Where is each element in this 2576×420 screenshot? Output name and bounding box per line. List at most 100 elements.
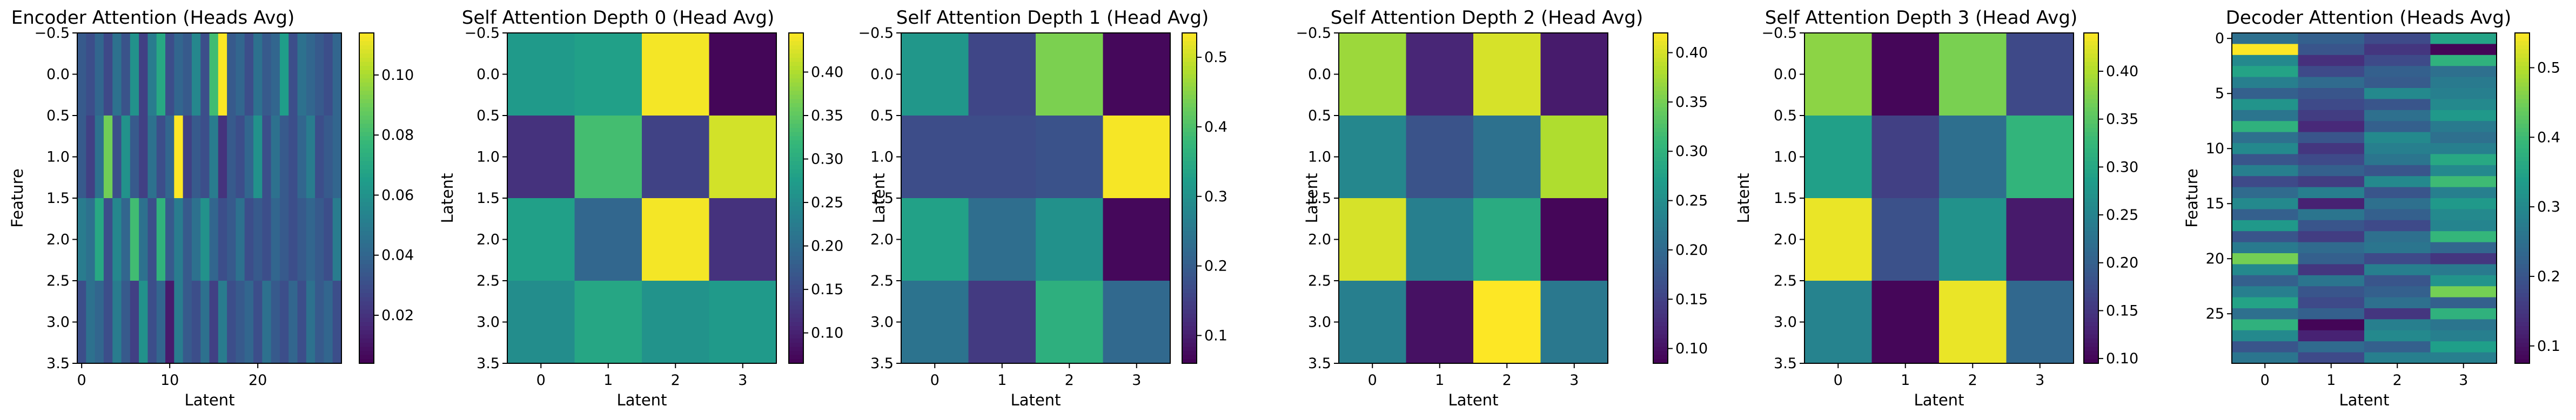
sa0-colorbar-swatch xyxy=(789,214,803,219)
decoder-cell xyxy=(2298,264,2365,276)
encoder-colorbar-swatch xyxy=(359,322,374,327)
decoder-xlabel: Latent xyxy=(2339,391,2390,409)
sa0-colorbar-swatch xyxy=(789,161,803,166)
sa2-colorbar-swatch xyxy=(1653,256,1668,261)
sa3-colorbar-swatch xyxy=(2084,161,2098,166)
decoder-colorbar-swatch xyxy=(2515,330,2530,335)
sa0-cell xyxy=(709,116,777,199)
decoder-cell xyxy=(2298,55,2365,66)
decoder-cell xyxy=(2232,33,2299,44)
sa3-colorbar-swatch xyxy=(2084,268,2098,273)
encoder-colorbar-swatch xyxy=(359,152,374,158)
sa3-colorbar-swatch xyxy=(2084,264,2098,269)
sa0-ylabel: Latent xyxy=(438,173,457,223)
sa1-ytick-label: 1.5 xyxy=(870,190,894,207)
sa3-colorbar-swatch xyxy=(2084,177,2098,182)
sa3-colorbar-swatch xyxy=(2084,66,2098,71)
sa3-ytick-label: 2.5 xyxy=(1774,273,1797,289)
sa3-colorbar-swatch xyxy=(2084,165,2098,170)
encoder-cell xyxy=(174,116,184,199)
sa0-colorbar-swatch xyxy=(789,49,803,54)
sa0-colorbar-swatch xyxy=(789,53,803,58)
decoder-cell xyxy=(2364,231,2431,243)
decoder-colorbar-swatch xyxy=(2515,206,2530,211)
encoder-ytick-label: 3.0 xyxy=(46,314,70,331)
sa0-colorbar-swatch xyxy=(789,78,803,83)
encoder-ticks: 0 10 20 −0.5 0.0 0.5 1.0 1.5 2.0 2.5 3.0 3.5 xyxy=(34,25,267,389)
decoder-cell xyxy=(2364,110,2431,121)
decoder-heatmap xyxy=(2232,33,2497,364)
encoder-cell xyxy=(209,33,219,116)
sa0-colorbar-swatch xyxy=(789,326,803,331)
sa1-colorbar-swatch xyxy=(1182,173,1197,178)
sa2-colorbar-swatch xyxy=(1653,322,1668,327)
decoder-colorbar-swatch xyxy=(2515,326,2530,331)
sa2-cell xyxy=(1540,198,1608,281)
decoder-colorbar-swatch xyxy=(2515,252,2530,256)
sa1-colorbar-swatch xyxy=(1182,309,1197,314)
sa1-colorbar-swatch xyxy=(1182,49,1197,54)
decoder-cell xyxy=(2298,330,2365,342)
decoder-cell xyxy=(2298,66,2365,78)
sa0-colorbar-swatch xyxy=(789,70,803,75)
sa2-colorbar-swatch xyxy=(1653,33,1668,38)
sa1-colorbar-swatch xyxy=(1182,227,1197,232)
sa1-colorbar-swatch xyxy=(1182,111,1197,116)
encoder-ytick-label: 3.5 xyxy=(46,355,70,372)
decoder-cell xyxy=(2430,165,2497,177)
sa1-colorbar-swatch xyxy=(1182,272,1197,277)
sa3-colorbar-swatch xyxy=(2084,272,2098,277)
decoder-cell xyxy=(2232,231,2299,243)
decoder-cell xyxy=(2364,143,2431,154)
sa2-colorbar-swatch xyxy=(1653,281,1668,286)
decoder-colorbar-swatch xyxy=(2515,247,2530,253)
sa2-colorbar-tick-label: 0.30 xyxy=(1675,143,1708,160)
sa2-colorbar-swatch xyxy=(1653,264,1668,269)
decoder-cell xyxy=(2232,198,2299,209)
encoder-cell xyxy=(183,198,192,281)
decoder-colorbar-swatch xyxy=(2515,116,2530,120)
encoder-cell xyxy=(130,281,139,364)
sa2-ytick-label: −0.5 xyxy=(1296,25,1331,42)
encoder-colorbar-swatch xyxy=(359,62,374,66)
sa0-colorbar-swatch xyxy=(789,330,803,335)
sa3-ylabel: Latent xyxy=(1734,173,1753,223)
decoder-cell xyxy=(2298,132,2365,144)
encoder-xtick-label: 20 xyxy=(249,372,267,389)
encoder-cell xyxy=(77,33,86,116)
sa1-cell xyxy=(1036,116,1104,199)
encoder-cell xyxy=(165,33,175,116)
encoder-cell xyxy=(315,198,324,281)
encoder-cell xyxy=(112,198,122,281)
decoder-cell xyxy=(2232,308,2299,320)
decoder-cell xyxy=(2298,308,2365,320)
sa3-xlabel: Latent xyxy=(1914,391,1964,409)
sa2-colorbar-swatch xyxy=(1653,243,1668,248)
encoder-colorbar-tick-label: 0.10 xyxy=(381,67,414,84)
decoder-cell xyxy=(2364,99,2431,111)
sa3-colorbar-swatch xyxy=(2084,140,2098,145)
sa2-colorbar-swatch xyxy=(1653,41,1668,46)
sa3-cell xyxy=(1804,116,1873,199)
sa0-colorbar-tick-label: 0.20 xyxy=(811,238,843,255)
decoder-colorbar-swatch xyxy=(2515,107,2530,112)
sa0-colorbar-swatch xyxy=(789,33,803,38)
encoder-cell xyxy=(218,281,227,364)
decoder-cell xyxy=(2298,44,2365,56)
sa3-colorbar-swatch xyxy=(2084,235,2098,240)
encoder-cell xyxy=(139,198,148,281)
decoder-cell xyxy=(2364,220,2431,232)
sa0-colorbar-swatch xyxy=(789,272,803,277)
decoder-cell xyxy=(2430,275,2497,287)
encoder-cell xyxy=(324,116,333,199)
sa3-ytick-label: −0.5 xyxy=(1761,25,1797,42)
sa1-cell xyxy=(1036,281,1104,364)
encoder-cell xyxy=(297,198,307,281)
encoder-cell xyxy=(306,281,316,364)
decoder-cell xyxy=(2430,341,2497,353)
encoder-cell xyxy=(183,116,192,199)
sa3-colorbar-swatch xyxy=(2084,132,2098,137)
decoder-xtick-label: 1 xyxy=(2326,372,2336,389)
sa2-cell xyxy=(1339,198,1407,281)
encoder-colorbar-swatch xyxy=(359,177,374,182)
